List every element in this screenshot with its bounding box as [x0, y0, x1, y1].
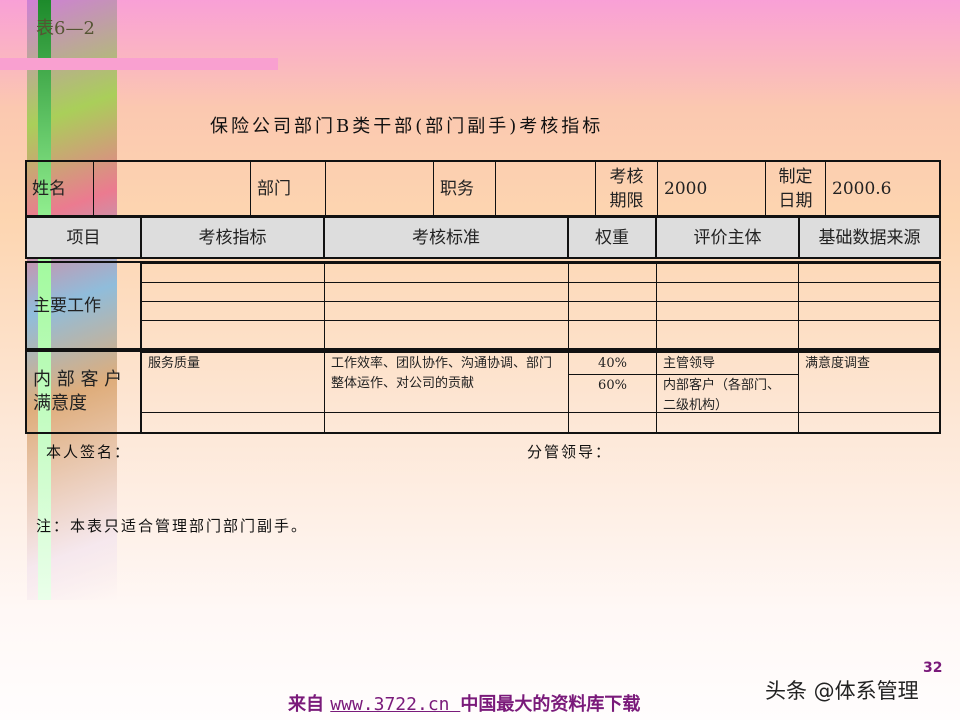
decorative-pink-band — [0, 58, 278, 70]
empty-cell — [141, 301, 325, 321]
empty-cell — [656, 282, 799, 302]
name-label: 姓名 — [25, 160, 94, 217]
internal-indicator: 服务质量 — [141, 352, 325, 413]
empty-cell — [656, 412, 799, 434]
empty-cell — [798, 412, 941, 434]
note: 注：本表只适合管理部门部门副手。 — [36, 517, 309, 535]
empty-cell — [141, 412, 325, 434]
empty-cell — [568, 282, 657, 302]
table-reference: 表6—2 — [36, 18, 95, 39]
period-value: 2000 — [657, 160, 766, 217]
page-title: 保险公司部门B类干部(部门副手)考核指标 — [210, 116, 604, 137]
weight-1: 40% — [568, 352, 657, 375]
leader-signature-label: 分管领导： — [527, 443, 613, 461]
footer-suffix: 中国最大的资料库下载 — [460, 694, 641, 715]
empty-cell — [568, 412, 657, 434]
dept-field — [325, 160, 434, 217]
empty-cell — [656, 320, 799, 349]
date-value: 2000.6 — [825, 160, 941, 217]
watermark: 头条 @体系管理 — [765, 679, 919, 703]
empty-cell — [324, 320, 569, 349]
evaluator-1: 主管领导 — [656, 352, 799, 375]
footer-source: 来自 www.3722.cn 中国最大的资料库下载 — [288, 690, 640, 716]
decorative-green-bar — [38, 0, 51, 600]
page-number: 32 — [923, 660, 943, 676]
empty-cell — [568, 263, 657, 283]
position-field — [495, 160, 596, 217]
self-signature-label: 本人签名： — [46, 443, 132, 461]
empty-cell — [568, 301, 657, 321]
name-field — [93, 160, 251, 217]
main-work-label: 主要工作 — [25, 261, 142, 350]
empty-cell — [324, 263, 569, 283]
empty-cell — [141, 282, 325, 302]
empty-cell — [798, 301, 941, 321]
empty-cell — [568, 320, 657, 349]
empty-cell — [141, 263, 325, 283]
empty-cell — [324, 282, 569, 302]
empty-cell — [656, 301, 799, 321]
header-data-source: 基础数据来源 — [798, 216, 941, 259]
dept-label: 部门 — [250, 160, 326, 217]
internal-label: 内 部 客 户 满意度 — [25, 350, 142, 434]
internal-standard: 工作效率、团队协作、沟通协调、部门整体运作、对公司的贡献 — [324, 352, 569, 413]
header-evaluator: 评价主体 — [655, 216, 800, 259]
evaluator-2: 内部客户（各部门、二级机构） — [656, 374, 799, 413]
header-indicator: 考核指标 — [140, 216, 325, 259]
date-label: 制定日期 — [765, 160, 826, 217]
weight-2: 60% — [568, 374, 657, 413]
period-label: 考核期限 — [595, 160, 658, 217]
empty-cell — [324, 412, 569, 434]
footer-prefix: 来自 — [288, 694, 331, 715]
empty-cell — [141, 320, 325, 349]
empty-cell — [798, 263, 941, 283]
empty-cell — [798, 282, 941, 302]
empty-cell — [324, 301, 569, 321]
header-standard: 考核标准 — [323, 216, 569, 259]
empty-cell — [656, 263, 799, 283]
position-label: 职务 — [433, 160, 496, 217]
header-item: 项目 — [25, 216, 142, 259]
footer-link[interactable]: www.3722.cn — [330, 694, 461, 715]
header-weight: 权重 — [567, 216, 657, 259]
internal-data-source: 满意度调查 — [798, 352, 941, 413]
empty-cell — [798, 320, 941, 349]
